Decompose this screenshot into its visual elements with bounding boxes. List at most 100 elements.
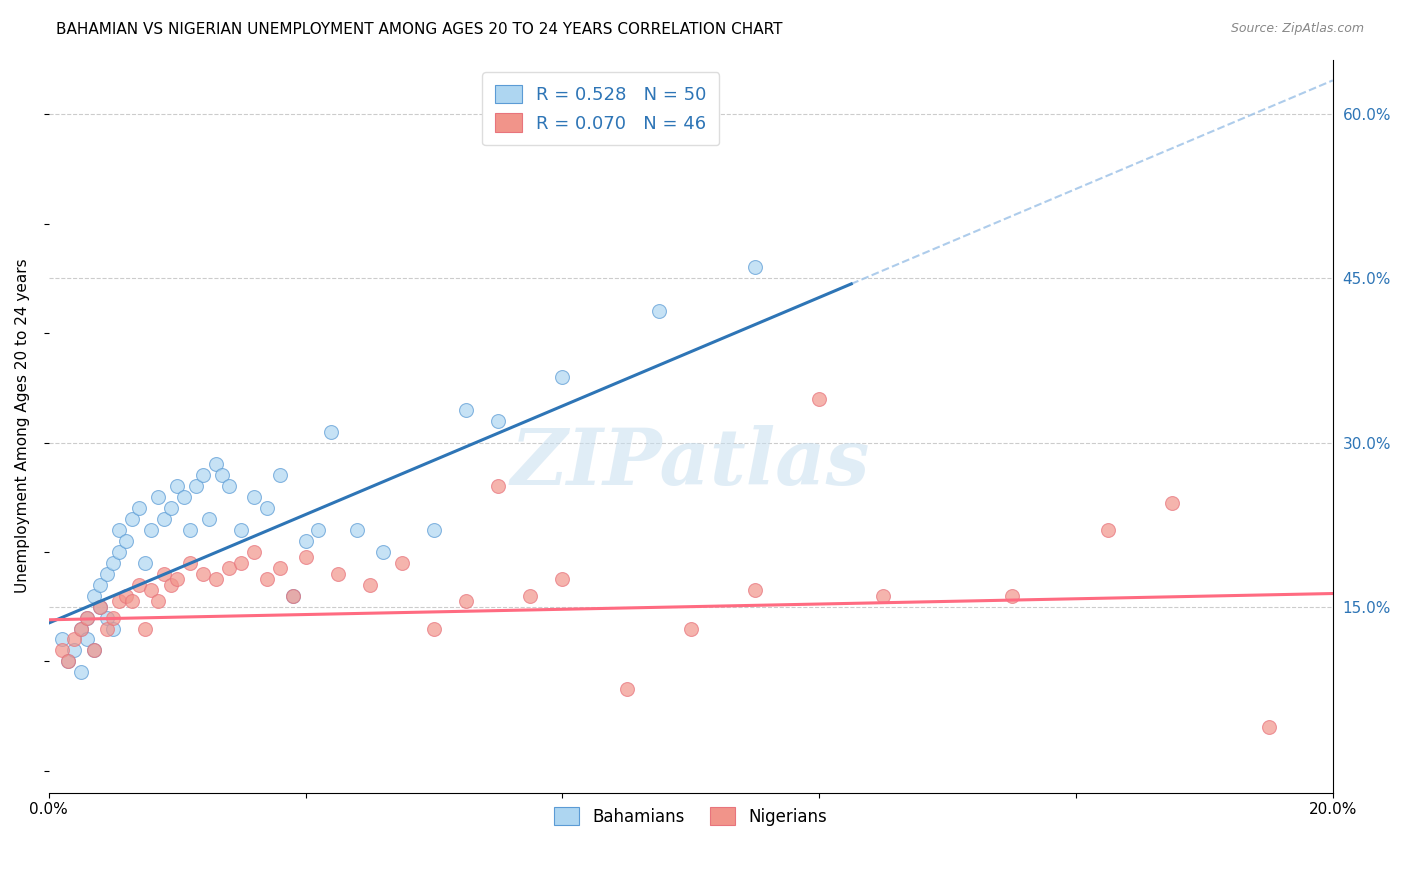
Point [198, 512, 221, 526]
Point [146, 490, 169, 504]
Point [231, 556, 253, 570]
Point [294, 550, 316, 565]
Point [134, 622, 156, 636]
Point [243, 545, 266, 559]
Point [83, 589, 105, 603]
Point [108, 545, 131, 559]
Point [121, 594, 143, 608]
Point [872, 589, 894, 603]
Text: Source: ZipAtlas.com: Source: ZipAtlas.com [1230, 22, 1364, 36]
Point [153, 566, 176, 581]
Point [101, 610, 124, 624]
Point [70, 622, 93, 636]
Point [519, 589, 541, 603]
Point [121, 512, 143, 526]
Point [166, 572, 188, 586]
Point [551, 370, 574, 384]
Point [76, 610, 98, 624]
Point [808, 392, 831, 406]
Point [307, 523, 329, 537]
Point [423, 622, 446, 636]
Point [281, 589, 304, 603]
Point [454, 594, 477, 608]
Point [141, 523, 163, 537]
Point [204, 458, 226, 472]
Point [679, 622, 702, 636]
Point [141, 583, 163, 598]
Point [173, 490, 195, 504]
Point [321, 425, 343, 439]
Point [744, 260, 766, 275]
Point [128, 578, 150, 592]
Point [159, 501, 181, 516]
Point [114, 589, 136, 603]
Point [108, 523, 131, 537]
Point [51, 643, 73, 657]
Point [486, 479, 509, 493]
Point [281, 589, 304, 603]
Point [51, 632, 73, 647]
Point [76, 610, 98, 624]
Text: ZIPatlas: ZIPatlas [510, 425, 870, 501]
Point [647, 304, 669, 318]
Point [1257, 720, 1279, 734]
Point [56, 654, 79, 668]
Point [134, 556, 156, 570]
Point [76, 632, 98, 647]
Point [128, 501, 150, 516]
Point [204, 572, 226, 586]
Point [218, 561, 240, 575]
Point [179, 556, 201, 570]
Point [89, 599, 111, 614]
Point [1161, 496, 1184, 510]
Point [231, 523, 253, 537]
Point [616, 681, 638, 696]
Point [186, 479, 208, 493]
Point [101, 556, 124, 570]
Point [1001, 589, 1024, 603]
Point [191, 468, 214, 483]
Point [423, 523, 446, 537]
Point [326, 566, 349, 581]
Point [83, 643, 105, 657]
Y-axis label: Unemployment Among Ages 20 to 24 years: Unemployment Among Ages 20 to 24 years [15, 259, 30, 593]
Point [114, 534, 136, 549]
Point [96, 566, 118, 581]
Point [96, 622, 118, 636]
Point [391, 556, 413, 570]
Point [153, 512, 176, 526]
Point [211, 468, 233, 483]
Point [269, 561, 291, 575]
Text: BAHAMIAN VS NIGERIAN UNEMPLOYMENT AMONG AGES 20 TO 24 YEARS CORRELATION CHART: BAHAMIAN VS NIGERIAN UNEMPLOYMENT AMONG … [56, 22, 783, 37]
Point [56, 654, 79, 668]
Point [744, 583, 766, 598]
Point [108, 594, 131, 608]
Point [243, 490, 266, 504]
Legend: Bahamians, Nigerians: Bahamians, Nigerians [544, 797, 837, 836]
Point [63, 643, 86, 657]
Point [89, 599, 111, 614]
Point [256, 572, 278, 586]
Point [70, 665, 93, 680]
Point [191, 566, 214, 581]
Point [218, 479, 240, 493]
Point [294, 534, 316, 549]
Point [551, 572, 574, 586]
Point [63, 632, 86, 647]
Point [96, 610, 118, 624]
Point [256, 501, 278, 516]
Point [101, 622, 124, 636]
Point [486, 414, 509, 428]
Point [269, 468, 291, 483]
Point [359, 578, 381, 592]
Point [146, 594, 169, 608]
Point [346, 523, 368, 537]
Point [83, 643, 105, 657]
Point [159, 578, 181, 592]
Point [454, 402, 477, 417]
Point [371, 545, 394, 559]
Point [1097, 523, 1119, 537]
Point [70, 622, 93, 636]
Point [179, 523, 201, 537]
Point [166, 479, 188, 493]
